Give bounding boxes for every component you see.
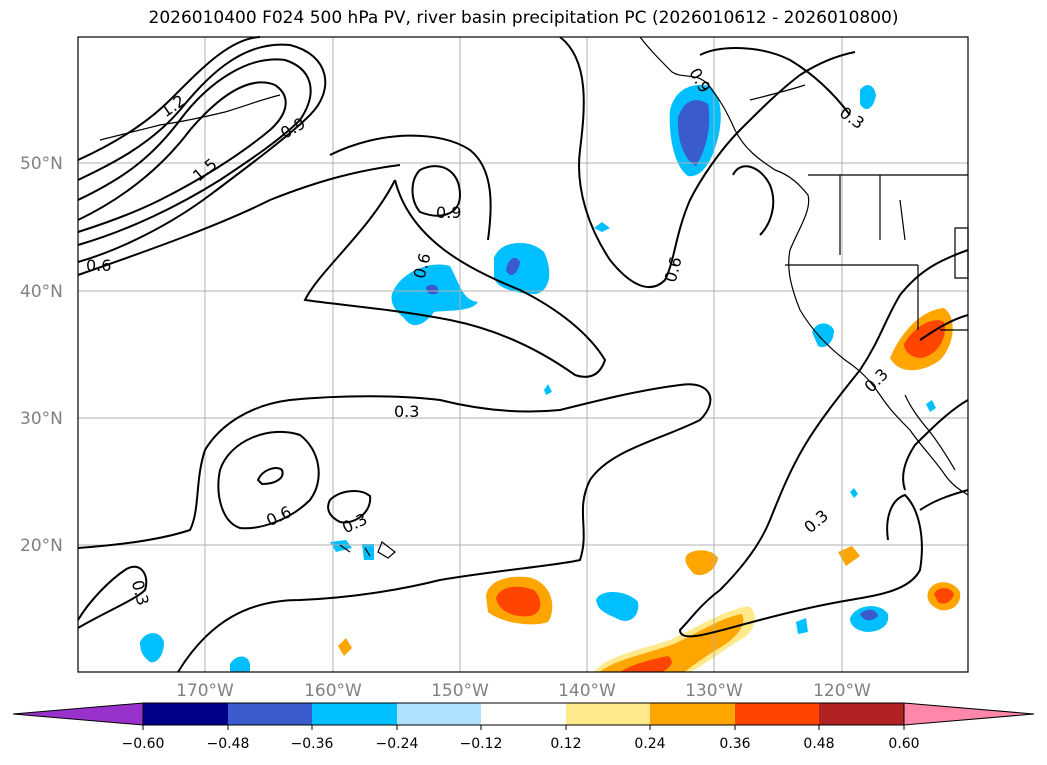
colorbar-bin (397, 703, 481, 725)
contour-label: 0.9 (436, 203, 461, 222)
contour-labels: 1.2 1.5 0.9 0.6 0.9 0.6 0.6 0.9 0.3 0.3 … (86, 65, 892, 608)
precip-fills (140, 85, 961, 672)
precip-patch-negative (594, 222, 610, 232)
colorbar-tick-label: −0.60 (122, 736, 165, 752)
lon-label: 160°W (304, 681, 362, 701)
lat-label: 50°N (20, 154, 63, 174)
precip-patch-negative (850, 488, 858, 498)
precip-patch-negative (796, 618, 808, 634)
lat-labels: 50°N 40°N 30°N 20°N (20, 154, 63, 556)
lat-label: 40°N (20, 282, 63, 302)
colorbar-bin (481, 703, 566, 725)
colorbar-bin (735, 703, 819, 725)
colorbar-tick-label: −0.36 (291, 736, 334, 752)
precip-patch-negative (860, 609, 878, 621)
colorbar-bin (312, 703, 397, 725)
precip-patch-negative (230, 656, 250, 672)
graticule (78, 37, 968, 672)
precip-patch-positive (496, 586, 541, 617)
lon-label: 150°W (431, 681, 489, 701)
colorbar: −0.60 −0.48 −0.36 −0.24 −0.12 0.12 0.24 … (12, 702, 1035, 752)
colorbar-tick-label: 0.12 (550, 736, 581, 752)
precip-patch-negative (426, 284, 439, 295)
colorbar-ticks (142, 725, 905, 730)
lon-labels: 170°W 160°W 150°W 140°W 130°W 120°W (176, 681, 871, 701)
contour-label: 0.6 (86, 256, 111, 275)
contour-label: 0.3 (339, 509, 370, 537)
colorbar-bin (566, 703, 650, 725)
precip-patch-negative (596, 591, 639, 621)
lon-label: 170°W (176, 681, 234, 701)
precip-patch-positive (934, 588, 954, 604)
precip-patch-negative (544, 384, 552, 395)
precip-patch-negative (506, 257, 520, 276)
lon-label: 130°W (685, 681, 743, 701)
contour-label: 1.5 (189, 154, 221, 185)
contour-label: 1.2 (157, 91, 189, 121)
lat-label: 20°N (20, 536, 63, 556)
colorbar-tick-label: −0.24 (376, 736, 419, 752)
precip-patch-negative (860, 85, 876, 110)
map-frame (77, 36, 969, 673)
precip-patch-positive (594, 606, 755, 672)
contour-label: 0.3 (128, 578, 153, 608)
precip-patch-positive (838, 546, 860, 566)
precip-patch-negative (494, 242, 550, 294)
colorbar-bin (143, 703, 228, 725)
pv-contours (77, 36, 969, 673)
precip-patch-positive (600, 614, 744, 672)
colorbar-frame (142, 702, 905, 726)
precip-patch-negative (140, 633, 164, 663)
precip-patch-positive (620, 656, 672, 672)
colorbar-tick-label: 0.60 (888, 736, 919, 752)
contour-label: 0.6 (263, 502, 294, 530)
map-title: 2026010400 F024 500 hPa PV, river basin … (148, 8, 899, 28)
precip-patch-positive (338, 638, 352, 656)
colorbar-bin (819, 703, 904, 725)
colorbar-tick-label: 0.36 (719, 736, 750, 752)
colorbar-tick-label: −0.12 (460, 736, 503, 752)
contour-label: 0.6 (661, 255, 686, 285)
contour-label: 0.3 (861, 365, 892, 396)
colorbar-tick-label: −0.48 (207, 736, 250, 752)
precip-patch-negative (391, 264, 478, 326)
colorbar-bin (228, 703, 312, 725)
lon-label: 120°W (813, 681, 871, 701)
contour-label: 0.3 (800, 506, 832, 537)
colorbar-tick-label: 0.24 (634, 736, 665, 752)
precip-patch-negative (926, 400, 936, 412)
colorbar-tick-label: 0.48 (803, 736, 834, 752)
colorbar-extend-low (12, 702, 144, 726)
colorbar-bin (650, 703, 735, 725)
contour-label: 0.3 (394, 402, 419, 421)
precip-patch-negative (677, 100, 710, 166)
colorbar-extend-high (903, 702, 1035, 726)
precip-patch-positive (685, 550, 718, 576)
lon-label: 140°W (558, 681, 616, 701)
lat-label: 30°N (20, 409, 63, 429)
precip-patch-negative (812, 323, 834, 348)
coastlines (99, 36, 969, 559)
